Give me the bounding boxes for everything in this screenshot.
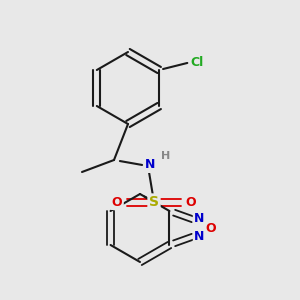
Text: O: O bbox=[112, 196, 122, 208]
Text: N: N bbox=[194, 230, 205, 244]
Text: S: S bbox=[149, 195, 159, 209]
Text: H: H bbox=[161, 151, 171, 161]
Text: O: O bbox=[186, 196, 196, 208]
Text: N: N bbox=[145, 158, 155, 172]
Text: Cl: Cl bbox=[190, 56, 204, 68]
Text: O: O bbox=[205, 221, 216, 235]
Text: N: N bbox=[194, 212, 205, 226]
